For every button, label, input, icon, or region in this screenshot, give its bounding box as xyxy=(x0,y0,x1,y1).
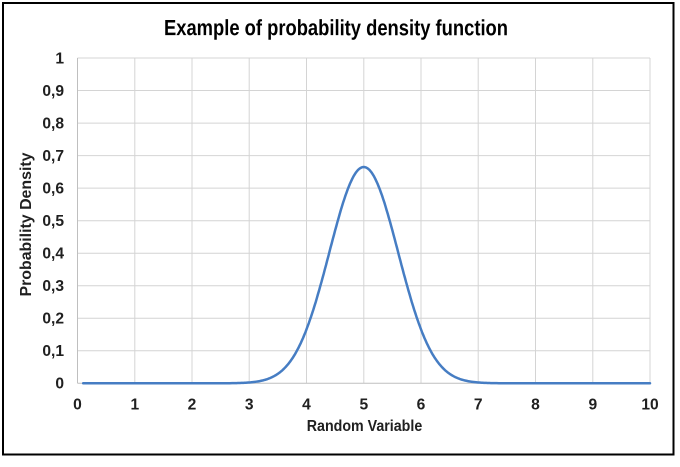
svg-text:7: 7 xyxy=(474,396,483,413)
svg-text:0,2: 0,2 xyxy=(42,311,64,328)
svg-text:0,6: 0,6 xyxy=(42,180,64,197)
svg-text:1: 1 xyxy=(55,50,64,67)
svg-text:Probability Density: Probability Density xyxy=(18,152,35,296)
svg-text:3: 3 xyxy=(245,396,254,413)
svg-text:0,5: 0,5 xyxy=(42,213,64,230)
svg-text:0,1: 0,1 xyxy=(42,343,64,360)
svg-text:1: 1 xyxy=(130,396,139,413)
svg-text:5: 5 xyxy=(359,396,368,413)
svg-text:Random Variable: Random Variable xyxy=(307,418,423,435)
svg-text:Example of probability density: Example of probability density function xyxy=(164,15,508,40)
svg-text:0,7: 0,7 xyxy=(42,148,64,165)
svg-text:4: 4 xyxy=(302,396,311,413)
svg-text:2: 2 xyxy=(188,396,197,413)
svg-text:0,4: 0,4 xyxy=(42,246,64,263)
svg-text:10: 10 xyxy=(641,396,659,413)
svg-text:0,3: 0,3 xyxy=(42,278,64,295)
svg-text:0,9: 0,9 xyxy=(42,83,64,100)
svg-text:6: 6 xyxy=(417,396,426,413)
svg-text:9: 9 xyxy=(588,396,597,413)
svg-text:0: 0 xyxy=(73,396,82,413)
svg-text:8: 8 xyxy=(531,396,540,413)
svg-text:0,8: 0,8 xyxy=(42,115,64,132)
svg-text:0: 0 xyxy=(55,376,64,393)
